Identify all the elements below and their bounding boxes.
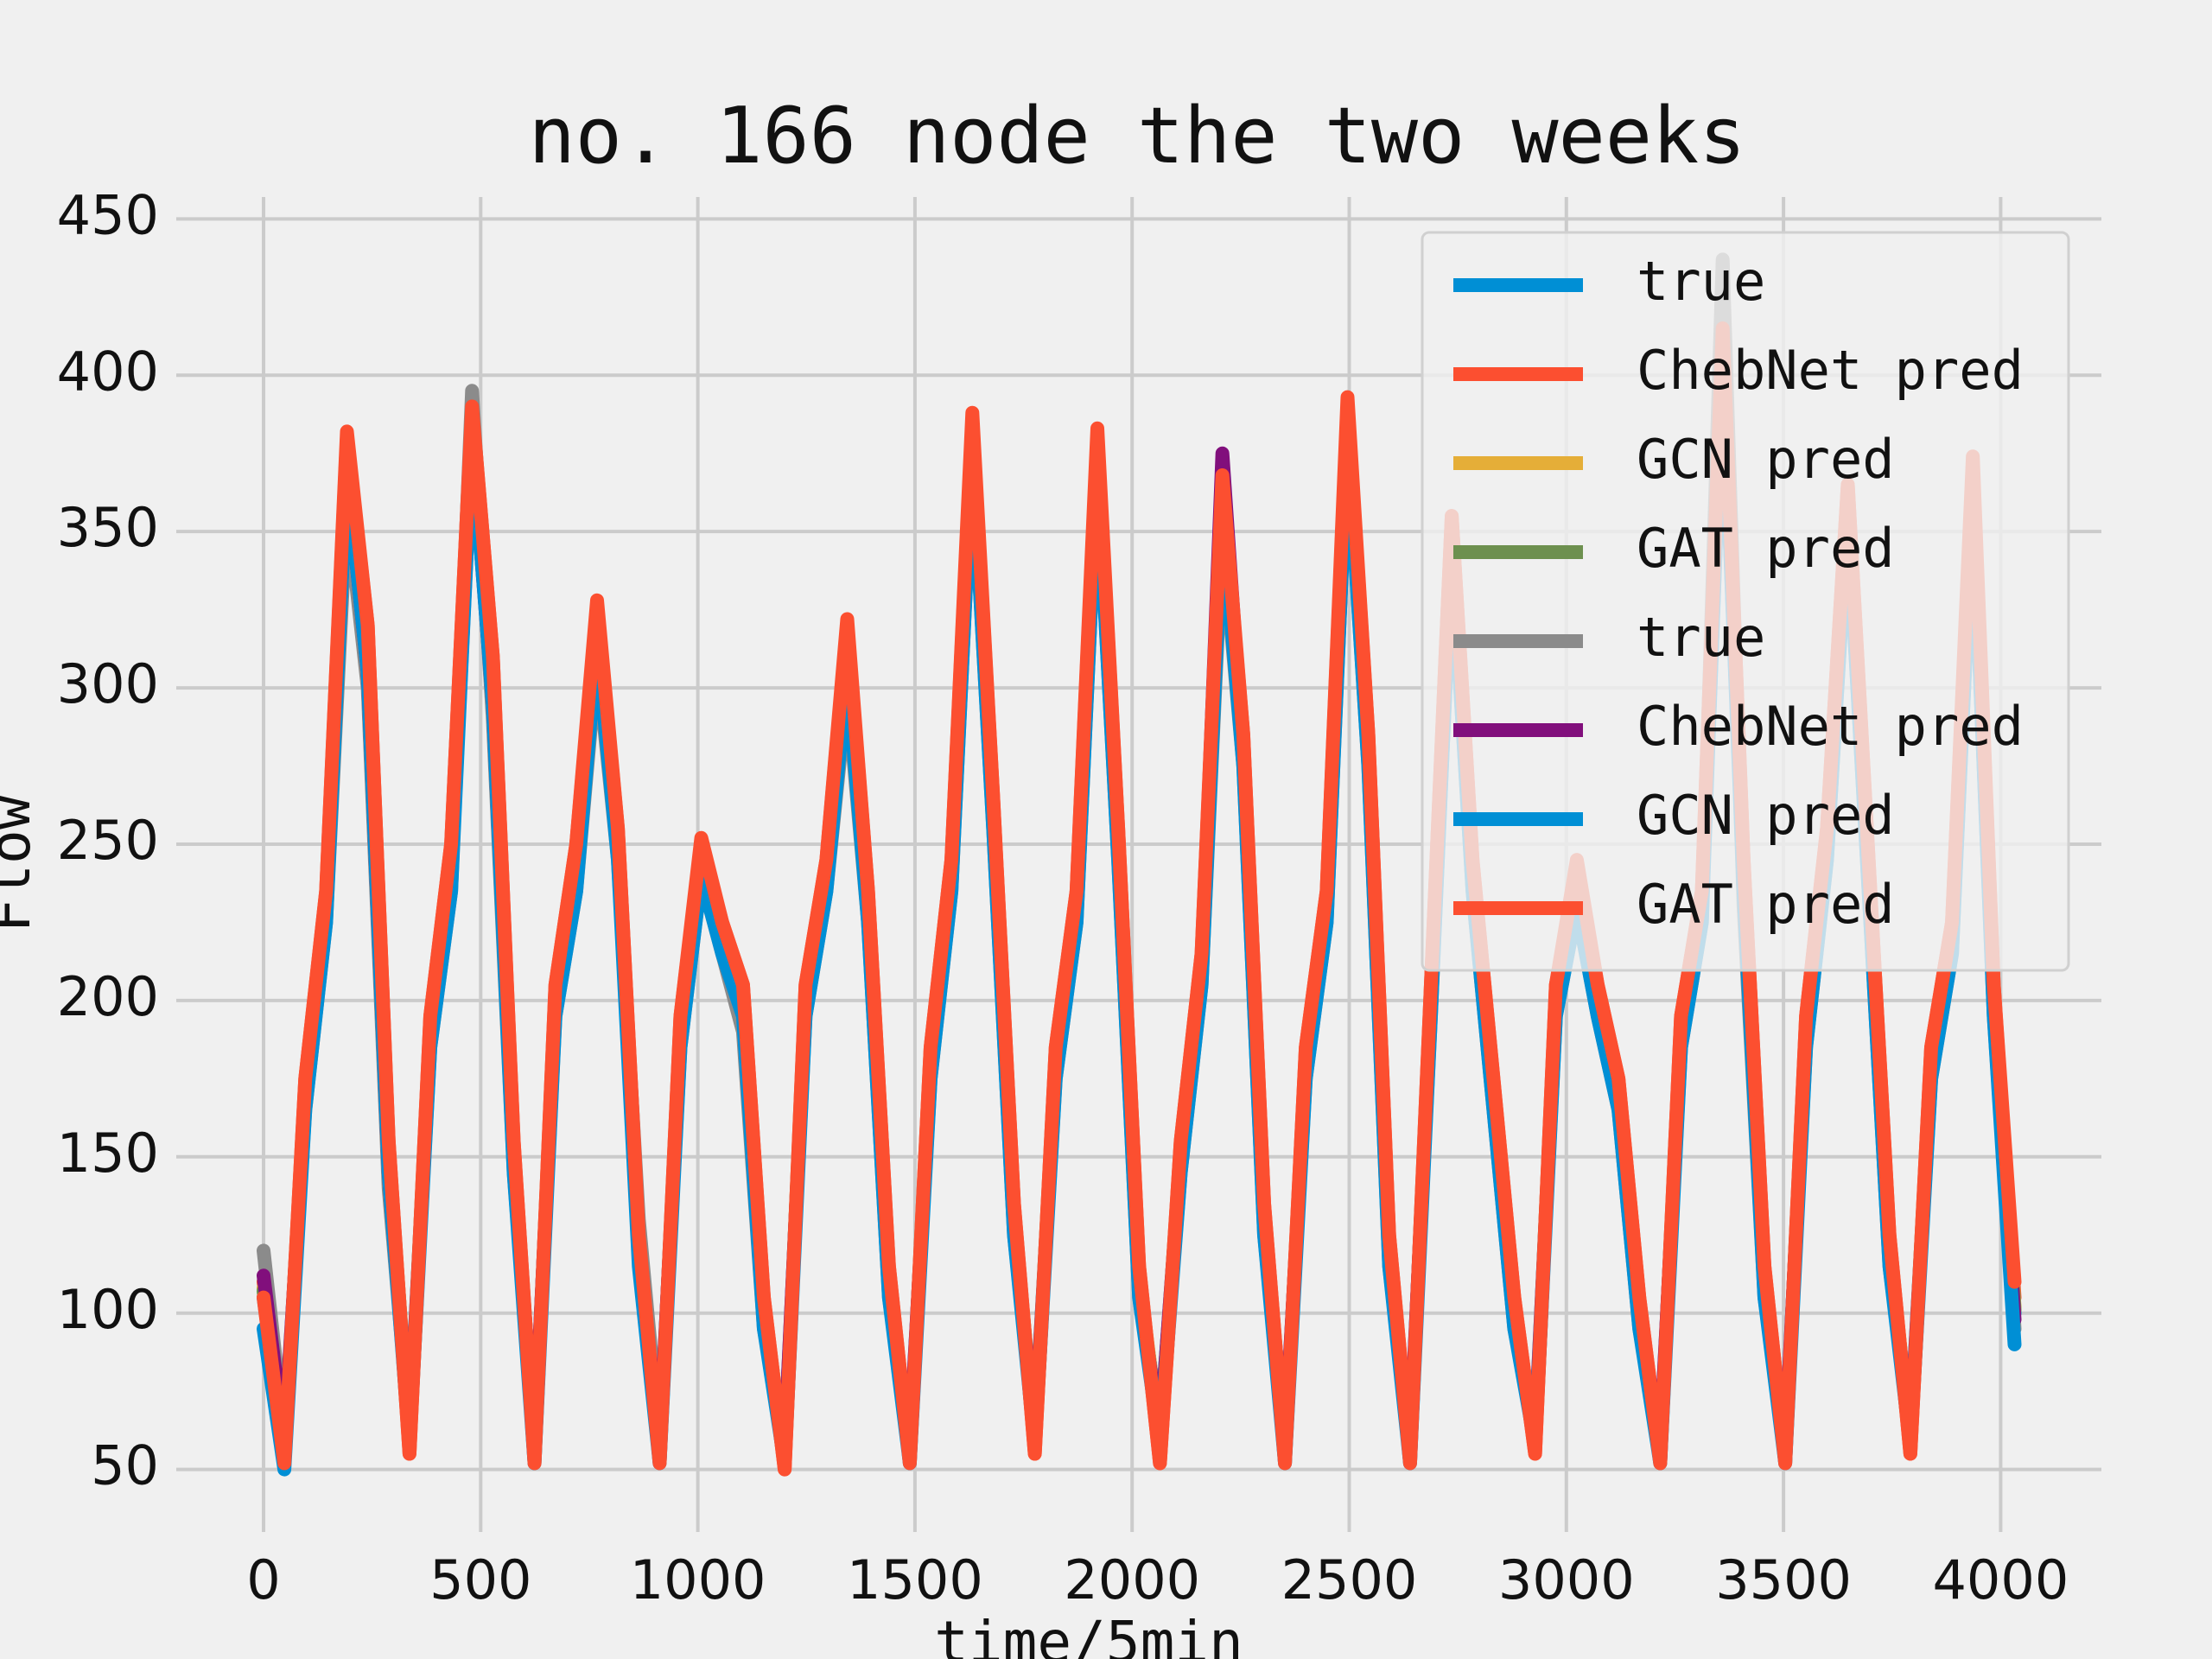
- y-tick-label: 400: [57, 340, 159, 403]
- x-tick-label: 500: [429, 1548, 531, 1611]
- x-tick-label: 3500: [1715, 1548, 1852, 1611]
- legend-label: ChebNet pred: [1637, 339, 2024, 402]
- y-tick-label: 300: [57, 652, 159, 715]
- y-tick-label: 50: [91, 1434, 159, 1497]
- legend-label: GAT pred: [1637, 517, 1895, 580]
- labels: no. 166 node the two weeks time/5min Flo…: [0, 91, 1745, 1659]
- chart-title: no. 166 node the two weeks: [529, 91, 1746, 181]
- grid: 50 100 150 200 250 300 350 400 450 0 500 1000 1500 20…: [57, 183, 2101, 1611]
- x-tick-label: 0: [246, 1548, 280, 1611]
- x-tick-label: 1000: [630, 1548, 766, 1611]
- y-tick-label: 250: [57, 809, 159, 872]
- x-axis-label: time/5min: [934, 1609, 1243, 1659]
- x-tick-label: 4000: [1932, 1548, 2069, 1611]
- legend-box: [1421, 231, 2070, 972]
- y-tick-label: 450: [57, 183, 159, 246]
- legend-label: GCN pred: [1637, 784, 1895, 847]
- x-tick-label: 2500: [1281, 1548, 1418, 1611]
- legend-label: ChebNet pred: [1637, 695, 2024, 758]
- y-tick-label: 200: [57, 965, 159, 1028]
- y-tick-label: 350: [57, 496, 159, 559]
- x-tick-label: 3000: [1498, 1548, 1635, 1611]
- legend: true ChebNet pred GCN pred GAT pred true Cheb…: [1421, 231, 2070, 972]
- legend-label: GCN pred: [1637, 428, 1895, 491]
- y-tick-label: 150: [57, 1122, 159, 1185]
- legend-label: true: [1637, 606, 1765, 669]
- x-tick-label: 2000: [1064, 1548, 1200, 1611]
- legend-label: true: [1637, 250, 1765, 313]
- y-tick-label: 100: [57, 1278, 159, 1341]
- y-axis-label: Flow: [0, 795, 43, 932]
- x-tick-label: 1500: [847, 1548, 983, 1611]
- legend-label: GAT pred: [1637, 873, 1895, 936]
